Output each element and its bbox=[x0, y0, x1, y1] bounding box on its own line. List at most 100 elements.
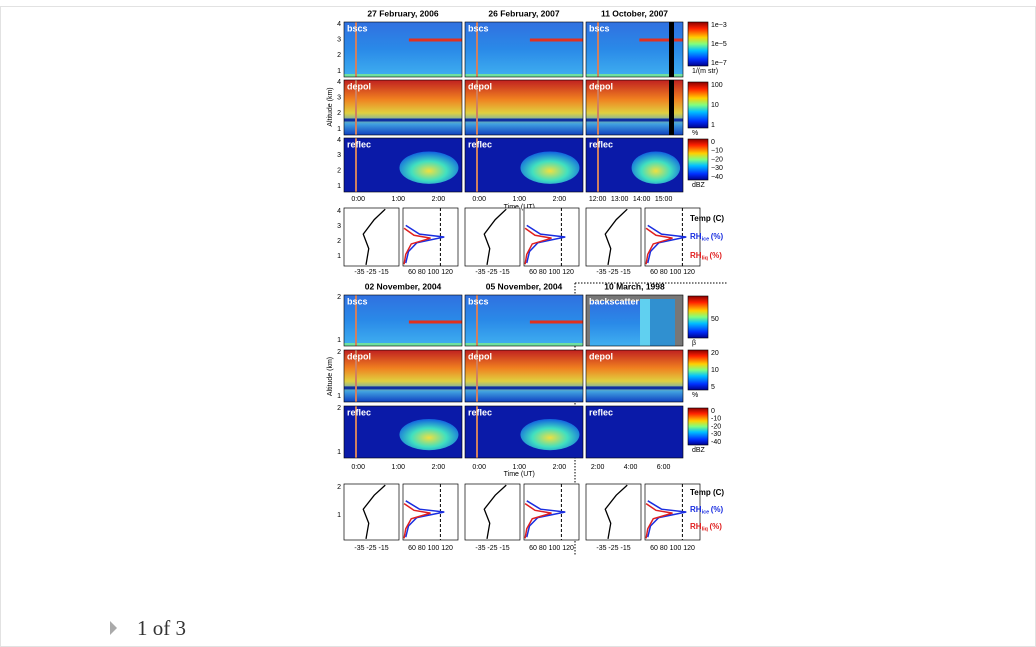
instrument-marker bbox=[355, 350, 357, 402]
x-tick-label: 1:00 bbox=[391, 196, 405, 203]
x-tick-label: 1:00 bbox=[512, 464, 526, 471]
panel-label: reflec bbox=[468, 407, 492, 417]
x-tick-label: 2:00 bbox=[553, 196, 567, 203]
image-panel bbox=[343, 79, 463, 136]
colorbar-tick-label: 1 bbox=[711, 122, 715, 129]
colorbar-tick-label: 1e−3 bbox=[711, 22, 727, 29]
panel-label: depol bbox=[468, 81, 492, 91]
y-tick-label: 1 bbox=[337, 68, 341, 75]
panel-feature bbox=[399, 151, 459, 184]
legend-unit: (%) bbox=[711, 232, 724, 241]
x-tick-label: -35 -25 -15 bbox=[354, 545, 388, 552]
panel-feature bbox=[520, 151, 580, 184]
x-tick-label: 4:00 bbox=[624, 464, 638, 471]
instrument-marker bbox=[597, 138, 599, 192]
colorbar-tick-label: −30 bbox=[711, 165, 723, 172]
rh-ice-profile bbox=[405, 224, 445, 264]
legend-main: RH bbox=[690, 522, 702, 531]
y-tick-label: 2 bbox=[337, 349, 341, 356]
legend-rh-ice: RHice (%) bbox=[690, 232, 723, 243]
x-tick-label: -35 -25 -15 bbox=[596, 269, 630, 276]
panel-image bbox=[465, 350, 583, 402]
x-tick-label: 60 80 100 120 bbox=[408, 545, 453, 552]
panel-feature bbox=[529, 38, 583, 42]
colorbar-tick-label: 0 bbox=[711, 408, 715, 415]
y-tick-label: 2 bbox=[337, 52, 341, 59]
profile-box bbox=[523, 207, 580, 267]
y-tick-label: 1 bbox=[337, 126, 341, 133]
instrument-marker bbox=[597, 22, 599, 77]
panel-border bbox=[343, 137, 463, 193]
rh-liq-profile bbox=[524, 227, 552, 265]
x-tick-label: 15:00 bbox=[655, 196, 673, 203]
legend-sub: ice bbox=[702, 510, 710, 516]
panel-image bbox=[344, 350, 462, 402]
panel-image bbox=[640, 299, 650, 346]
y-tick-label: 1 bbox=[337, 183, 341, 190]
panel-label: depol bbox=[347, 81, 371, 91]
legend-rh-liq: RHliq (%) bbox=[690, 522, 722, 533]
x-tick-label: 0:00 bbox=[472, 464, 486, 471]
y-tick-label: 2 bbox=[337, 405, 341, 412]
profile-box bbox=[464, 207, 521, 267]
panel-feature bbox=[344, 118, 462, 122]
x-tick-label: 0:00 bbox=[351, 196, 365, 203]
panel-feature bbox=[344, 386, 462, 390]
panel-feature bbox=[465, 386, 583, 390]
temperature-profile bbox=[604, 484, 628, 539]
legend-main: RH bbox=[690, 232, 702, 241]
axis-label: Time (UT) bbox=[504, 204, 535, 211]
panel-border bbox=[464, 405, 584, 459]
panel-feature bbox=[399, 419, 459, 451]
rh-liq-profile bbox=[645, 227, 673, 265]
profile-box bbox=[585, 207, 642, 267]
y-tick-label: 2 bbox=[337, 238, 341, 245]
colorbar-tick-label: −20 bbox=[711, 156, 723, 163]
instrument-marker bbox=[355, 406, 357, 458]
rh-liq-profile bbox=[403, 227, 431, 265]
panel-feature bbox=[586, 74, 683, 77]
x-tick-label: 2:00 bbox=[591, 464, 605, 471]
expand-toggle[interactable] bbox=[110, 621, 117, 635]
panel-image bbox=[586, 22, 683, 77]
y-tick-label: 4 bbox=[337, 21, 341, 28]
colorbar-unit: dBZ bbox=[692, 447, 706, 454]
colorbar-tick-label: 50 bbox=[711, 316, 719, 323]
x-tick-label: 6:00 bbox=[657, 464, 671, 471]
panel-border bbox=[343, 349, 463, 403]
y-tick-label: 2 bbox=[337, 484, 341, 491]
rh-liq-profile bbox=[403, 502, 431, 539]
rh-ice-profile bbox=[647, 500, 687, 538]
x-tick-label: -35 -25 -15 bbox=[354, 269, 388, 276]
panel-border bbox=[343, 405, 463, 459]
image-panel bbox=[585, 294, 684, 347]
y-tick-label: 1 bbox=[337, 449, 341, 456]
y-tick-label: 2 bbox=[337, 110, 341, 117]
data-gap bbox=[669, 22, 674, 77]
panel-feature bbox=[465, 343, 583, 346]
panel-title: 05 November, 2004 bbox=[486, 281, 563, 291]
colorbar-unit: β bbox=[692, 340, 696, 347]
panel-label: reflec bbox=[468, 139, 492, 149]
y-tick-label: 3 bbox=[337, 223, 341, 230]
legend-sub: ice bbox=[702, 237, 710, 243]
panel-image bbox=[344, 22, 462, 77]
instrument-marker bbox=[476, 138, 478, 192]
image-panel bbox=[585, 21, 684, 78]
panel-label: reflec bbox=[347, 407, 371, 417]
profile-box bbox=[644, 207, 701, 267]
panel-border bbox=[464, 349, 584, 403]
y-tick-label: 2 bbox=[337, 294, 341, 301]
profile-box bbox=[523, 483, 580, 541]
panel-border bbox=[343, 21, 463, 78]
x-tick-label: -35 -25 -15 bbox=[475, 545, 509, 552]
page-counter: 1 of 3 bbox=[137, 616, 186, 640]
image-panel bbox=[585, 137, 684, 193]
panel-feature bbox=[586, 386, 683, 390]
colorbar-tick-label: 0 bbox=[711, 139, 715, 146]
panel-label: backscatter bbox=[589, 296, 640, 306]
instrument-marker bbox=[597, 80, 599, 135]
panel-image bbox=[590, 301, 640, 346]
x-tick-label: 60 80 100 120 bbox=[650, 269, 695, 276]
colorbar-tick-label: -10 bbox=[711, 416, 721, 423]
